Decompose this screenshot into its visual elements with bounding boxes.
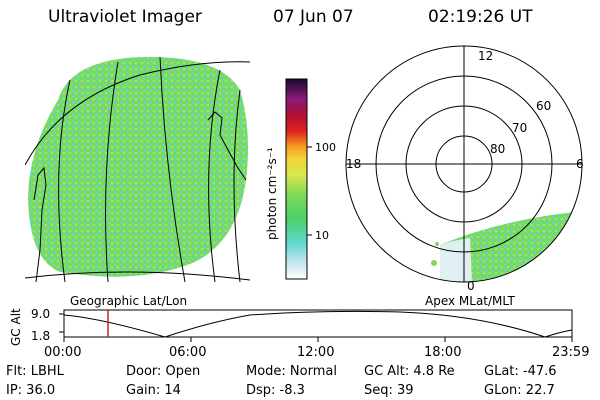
polar-plot-caption: Apex MLat/MLT <box>425 294 515 308</box>
polar-plot <box>345 45 583 283</box>
time-tick-1200: 12:00 <box>297 345 335 360</box>
altitude-strip <box>59 309 573 342</box>
altitude-tick-9: 9.0 <box>31 307 50 321</box>
mlt-label-6: 6 <box>576 157 584 171</box>
status-mode: Mode: Normal <box>246 364 337 379</box>
time-tick-0000: 00:00 <box>44 345 82 360</box>
mlt-label-0: 0 <box>467 279 475 293</box>
mlt-label-18: 18 <box>346 157 361 171</box>
mlat-label-80: 80 <box>490 142 505 156</box>
time-tick-0600: 06:00 <box>169 345 207 360</box>
colorbar-unit-label: photon cm⁻²s⁻¹ <box>265 147 279 240</box>
colorbar <box>285 78 308 280</box>
status-gain: Gain: 14 <box>126 383 181 398</box>
status-seq: Seq: 39 <box>364 383 414 398</box>
colorbar-tick-100: 100 <box>315 141 336 154</box>
status-filter: Flt: LBHL <box>6 364 64 379</box>
mlat-label-70: 70 <box>512 121 527 135</box>
status-glat: GLat: -47.6 <box>484 364 557 379</box>
geographic-image <box>25 56 250 282</box>
status-glon: GLon: 22.7 <box>484 383 555 398</box>
status-dsp: Dsp: -8.3 <box>246 383 305 398</box>
geo-plot-caption: Geographic Lat/Lon <box>70 294 187 308</box>
time-tick-1800: 18:00 <box>424 345 462 360</box>
observation-time: 02:19:26 UT <box>428 7 533 27</box>
altitude-axis-label: GC Alt <box>9 308 23 346</box>
status-gc-alt: GC Alt: 4.8 Re <box>364 364 455 379</box>
status-door: Door: Open <box>126 364 201 379</box>
altitude-tick-1-8: 1.8 <box>31 329 50 343</box>
time-tick-2359: 23:59 <box>552 345 590 360</box>
instrument-title: Ultraviolet Imager <box>48 7 202 27</box>
mlt-label-12: 12 <box>478 49 493 63</box>
mlat-label-60: 60 <box>536 99 551 113</box>
observation-date: 07 Jun 07 <box>273 7 354 27</box>
colorbar-tick-10: 10 <box>315 229 329 242</box>
status-ip: IP: 36.0 <box>6 383 56 398</box>
